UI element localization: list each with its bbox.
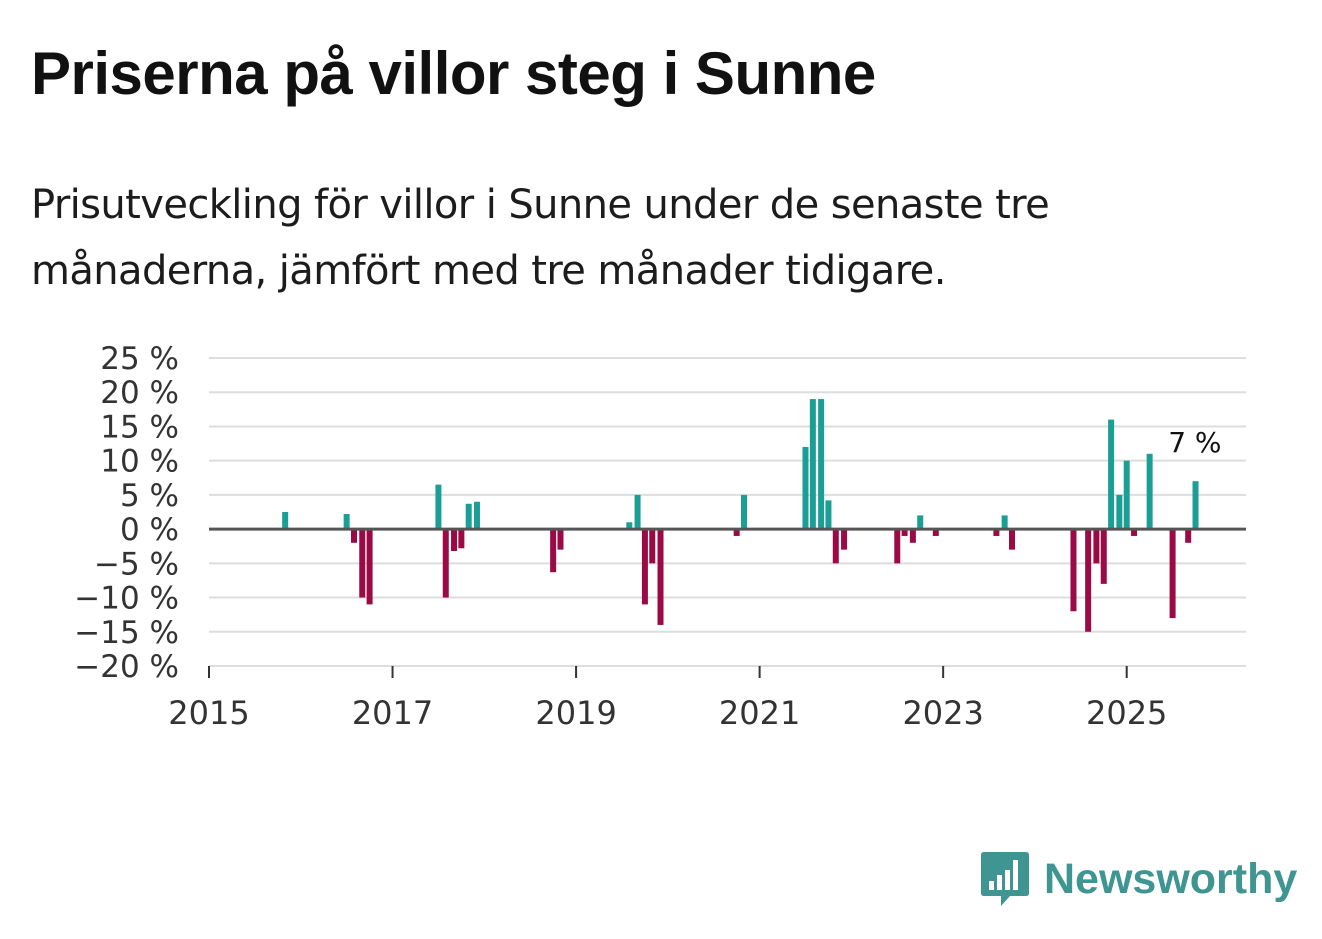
y-tick-label: 5 % [120,478,179,514]
bar [458,529,465,549]
bar [343,514,350,530]
bar [473,501,480,530]
brand: Newsworthy [980,848,1297,910]
y-tick-label: 25 % [100,341,179,377]
bar [550,529,557,573]
bar [1070,529,1077,612]
bar [1131,529,1138,536]
bar [641,529,648,605]
bar [442,529,449,598]
y-tick-label: 10 % [100,444,179,480]
brand-name: Newsworthy [1044,854,1298,903]
x-tick-label: 2021 [719,694,800,732]
y-tick-label: 0 % [120,512,179,548]
y-tick-label: 20 % [100,375,179,411]
y-tick-label: −5 % [94,546,179,582]
bar [932,529,939,536]
bar [809,399,816,530]
bar [557,529,564,550]
bar [626,522,633,530]
bar [1169,529,1176,619]
x-tick-label: 2025 [1086,694,1167,732]
bar [818,399,825,530]
x-tick-label: 2023 [902,694,983,732]
bar [1146,453,1153,530]
bar [451,529,458,552]
bar [1100,529,1107,584]
bar [917,515,924,530]
bar [1108,419,1115,530]
bar [1192,481,1199,530]
bar [435,484,442,530]
bar [894,529,901,564]
bar [634,494,641,530]
bar [733,529,740,536]
bar [1185,529,1192,543]
bar [1123,460,1130,530]
bar [741,494,748,530]
bar [366,529,373,605]
bar [657,529,664,625]
y-tick-label: −20 % [74,649,179,685]
chart-title: Priserna på villor steg i Sunne [31,40,876,107]
labels: 25 %20 %15 %10 %5 %0 %−5 %−10 %−15 %−20 … [74,341,1221,732]
bar [282,512,289,530]
bar [465,503,472,530]
x-tick-label: 2019 [535,694,616,732]
bar [909,529,916,543]
bar [832,529,839,564]
bar [993,529,1000,536]
newsworthy-logo-icon [981,852,1029,906]
chart-subtitle: Prisutveckling för villor i Sunne under … [31,182,1050,294]
bar [841,529,848,550]
axes [208,527,1246,678]
latest-value-label: 7 % [1168,426,1221,459]
bar [649,529,656,564]
x-tick-label: 2015 [168,694,249,732]
bar [1116,494,1123,530]
bar [1008,529,1015,550]
bar [359,529,366,598]
y-tick-label: −10 % [74,581,179,617]
bar [901,529,908,536]
x-tick-label: 2017 [352,694,433,732]
bar [825,500,832,530]
bar [1085,529,1092,632]
bar [1093,529,1100,564]
y-tick-label: −15 % [74,615,179,651]
y-tick-label: 15 % [100,409,179,445]
bars [282,399,1199,632]
bar [1001,515,1008,530]
bar [350,529,357,543]
bar [802,446,809,530]
